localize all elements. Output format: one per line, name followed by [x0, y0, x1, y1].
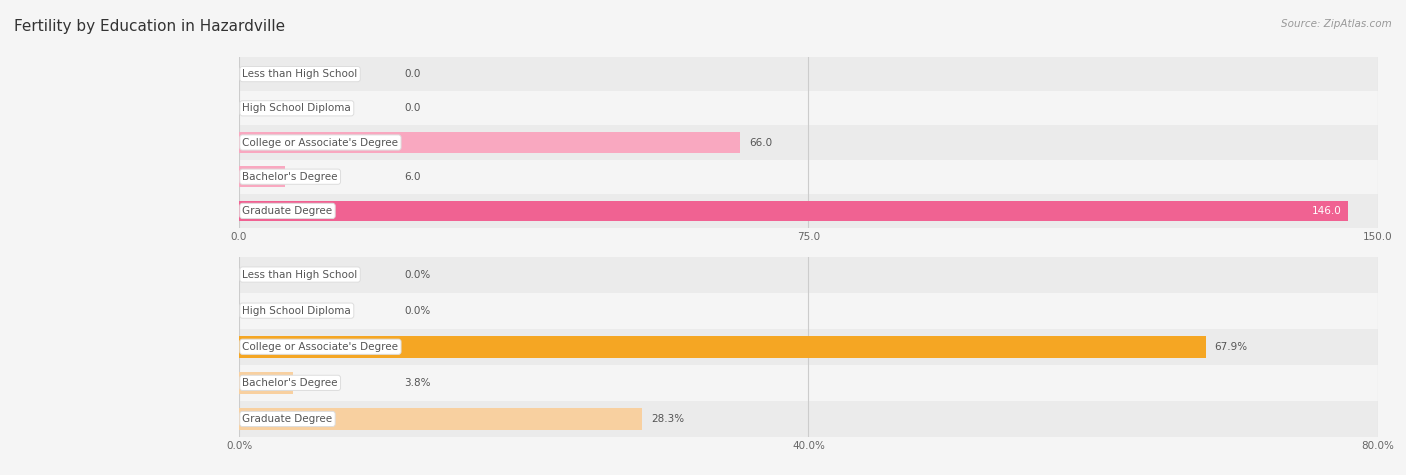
Bar: [239, 194, 1378, 228]
Bar: [239, 293, 1378, 329]
Text: 28.3%: 28.3%: [651, 414, 685, 424]
Bar: [239, 401, 1378, 437]
Text: High School Diploma: High School Diploma: [242, 305, 352, 316]
Text: Bachelor's Degree: Bachelor's Degree: [242, 171, 337, 182]
Bar: [239, 365, 1378, 401]
Bar: [239, 408, 643, 430]
Text: College or Associate's Degree: College or Associate's Degree: [242, 342, 398, 352]
Text: 67.9%: 67.9%: [1215, 342, 1249, 352]
Bar: [239, 200, 1347, 221]
Text: 6.0: 6.0: [404, 171, 420, 182]
Bar: [239, 57, 1378, 91]
Text: Less than High School: Less than High School: [242, 69, 357, 79]
Text: 0.0%: 0.0%: [404, 269, 430, 280]
Text: 0.0%: 0.0%: [404, 305, 430, 316]
Bar: [239, 256, 1378, 293]
Text: Graduate Degree: Graduate Degree: [242, 206, 333, 216]
Bar: [239, 125, 1378, 160]
Text: Source: ZipAtlas.com: Source: ZipAtlas.com: [1281, 19, 1392, 29]
Text: 3.8%: 3.8%: [404, 378, 430, 388]
Text: 0.0: 0.0: [404, 103, 420, 114]
Bar: [239, 91, 1378, 125]
Bar: [239, 329, 1378, 365]
Text: High School Diploma: High School Diploma: [242, 103, 352, 114]
Text: 146.0: 146.0: [1312, 206, 1341, 216]
Bar: [239, 132, 740, 153]
Text: Fertility by Education in Hazardville: Fertility by Education in Hazardville: [14, 19, 285, 34]
Bar: [239, 166, 284, 187]
Bar: [239, 372, 292, 394]
Text: Less than High School: Less than High School: [242, 269, 357, 280]
Bar: [239, 336, 1205, 358]
Text: Graduate Degree: Graduate Degree: [242, 414, 333, 424]
Text: Bachelor's Degree: Bachelor's Degree: [242, 378, 337, 388]
Text: 0.0: 0.0: [404, 69, 420, 79]
Bar: [239, 160, 1378, 194]
Text: College or Associate's Degree: College or Associate's Degree: [242, 137, 398, 148]
Text: 66.0: 66.0: [749, 137, 772, 148]
